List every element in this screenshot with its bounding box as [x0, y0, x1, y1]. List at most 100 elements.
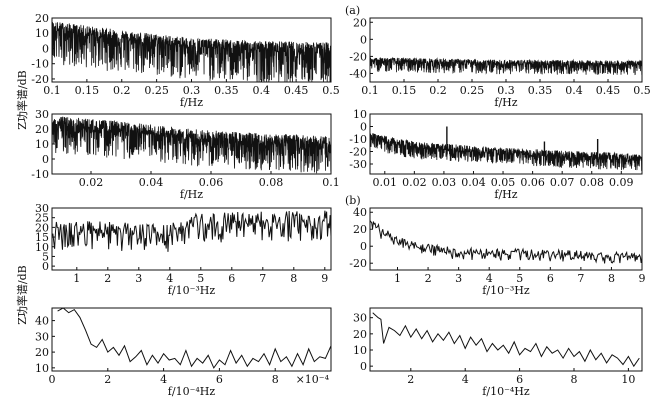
- x-tick-label-a2-2: 0.2: [429, 84, 447, 97]
- x-tick-label-a2-6: 0.4: [565, 84, 583, 97]
- x-tick-label-b4-0: 2: [407, 373, 414, 386]
- x-tick-label-b2-5: 6: [547, 272, 554, 285]
- x-tick-label-a4-0: 0.01: [373, 176, 398, 189]
- x-tick-label-a4-8: 0.09: [609, 176, 634, 189]
- panel-label-a: (a): [345, 4, 360, 17]
- x-tick-label-b1-2: 3: [135, 272, 142, 285]
- plot-frame-a4: [369, 113, 643, 175]
- x-tick-label-b1-1: 2: [104, 272, 111, 285]
- x-tick-label-a2-5: 0.35: [528, 84, 553, 97]
- x-tick-label-a2-8: 0.5: [633, 84, 651, 97]
- y-tick-label-a4-4: 10: [353, 108, 367, 121]
- x-tick-label-a2-3: 0.25: [460, 84, 485, 97]
- x-tick-label-b3-1: 2: [104, 373, 111, 386]
- x-axis-label-a2: f/Hz: [494, 96, 517, 109]
- chart-b3: 0 2 4 6 8 10 20 30 40 ×10⁻⁴ f/10⁻⁴Hz: [35, 307, 332, 398]
- x-tick-label-b1-5: 6: [228, 272, 235, 285]
- y-tick-label-b1-4: 20: [35, 221, 49, 234]
- x-tick-label-a4-7: 0.08: [579, 176, 604, 189]
- x-tick-label-a1-3: 0.25: [144, 84, 169, 97]
- y-tick-label-b3-0: 10: [35, 362, 49, 375]
- x-tick-label-b4-1: 4: [462, 373, 469, 386]
- y-tick-label-b2-1: 0: [360, 240, 367, 253]
- x-axis-label-a3: f/Hz: [180, 188, 203, 201]
- y-tick-label-b1-0: 0: [42, 260, 49, 273]
- y-tick-label-a3-0: -10: [31, 168, 49, 181]
- x-tick-label-a4-6: 0.07: [550, 176, 575, 189]
- x-tick-label-b2-1: 2: [425, 272, 432, 285]
- x-tick-label-b1-7: 8: [290, 272, 297, 285]
- x-tick-label-a4-3: 0.04: [461, 176, 486, 189]
- series-line-a4: [370, 133, 642, 171]
- x-tick-label-a2-1: 0.15: [392, 84, 417, 97]
- x-tick-label-a4-2: 0.03: [432, 176, 457, 189]
- x-tick-label-b2-8: 9: [639, 272, 646, 285]
- x-tick-label-b1-0: 1: [73, 272, 80, 285]
- x-axis-label-a1: f/Hz: [180, 96, 203, 109]
- plot-frame-b1: [51, 207, 332, 271]
- series-line-b3: [57, 308, 331, 369]
- x-tick-label-b4-3: 8: [571, 373, 578, 386]
- y-tick-label-a4-1: -20: [349, 146, 367, 159]
- y-tick-label-b3-1: 20: [35, 346, 49, 359]
- y-tick-label-b1-6: 30: [35, 202, 49, 215]
- x-tick-label-b1-3: 4: [166, 272, 173, 285]
- plot-frame-b4: [369, 307, 643, 372]
- chart-a2: 0.1 0.15 0.2 0.25 0.3 0.35 0.4 0.45 0.5 -40 -20 0 20…: [349, 16, 650, 109]
- x-tick-label-a3-3: 0.08: [259, 176, 284, 189]
- chart-a4: 0.01 0.02 0.03 0.04 0.05 0.06 0.07 0.08 0.09-30-…: [349, 108, 643, 201]
- y-tick-label-a2-3: 20: [353, 16, 367, 29]
- chart-a1: 0.1 0.15 0.2 0.25 0.3 0.35 0.4 0.45 0.5 -20 -10 0 10…: [31, 12, 339, 109]
- x-multiplier-b3: ×10⁻⁴: [296, 373, 330, 386]
- x-tick-label-b2-3: 4: [486, 272, 493, 285]
- y-tick-label-b2-2: 20: [353, 223, 367, 236]
- x-tick-label-a4-5: 0.06: [520, 176, 545, 189]
- y-tick-label-a2-0: -40: [349, 67, 367, 80]
- x-tick-label-b3-3: 6: [216, 373, 223, 386]
- x-tick-label-b3-2: 4: [160, 373, 167, 386]
- x-tick-label-b4-2: 6: [516, 373, 523, 386]
- x-tick-label-a1-5: 0.35: [214, 84, 239, 97]
- series-line-b1: [52, 210, 331, 252]
- x-tick-label-a1-8: 0.5: [322, 84, 340, 97]
- y-tick-label-b3-3: 40: [35, 315, 49, 328]
- plot-frame-b3: [51, 307, 332, 372]
- x-tick-label-b2-6: 7: [577, 272, 584, 285]
- y-tick-label-b4-0: 0: [360, 360, 367, 373]
- y-tick-label-a1-1: -10: [31, 58, 49, 71]
- y-tick-label-b2-3: 40: [353, 206, 367, 219]
- y-tick-label-b1-1: 5: [42, 250, 49, 263]
- x-axis-label-a4: f/Hz: [494, 188, 517, 201]
- y-tick-label-b4-3: 30: [353, 312, 367, 325]
- y-tick-label-a3-3: 20: [35, 123, 49, 136]
- x-tick-label-a3-2: 0.06: [199, 176, 224, 189]
- x-tick-label-b2-2: 3: [455, 272, 462, 285]
- x-tick-label-b1-8: 9: [321, 272, 328, 285]
- series-line-a3: [52, 116, 331, 174]
- x-tick-label-b2-4: 5: [516, 272, 523, 285]
- y-tick-label-b1-2: 10: [35, 241, 49, 254]
- y-tick-label-a3-1: 0: [42, 153, 49, 166]
- y-tick-label-a4-3: 0: [360, 121, 367, 134]
- y-axis-label-top: Z功率谱/dB: [15, 70, 29, 129]
- x-tick-label-a1-0: 0.1: [43, 84, 61, 97]
- x-tick-label-a1-2: 0.2: [113, 84, 131, 97]
- y-tick-label-a1-0: -20: [31, 73, 49, 86]
- x-axis-label-b1: f/10⁻³Hz: [168, 284, 216, 297]
- y-tick-label-a2-2: 0: [360, 33, 367, 46]
- x-tick-label-a1-4: 0.3: [183, 84, 201, 97]
- y-tick-label-a4-0: -30: [349, 158, 367, 171]
- x-tick-label-b1-6: 7: [259, 272, 266, 285]
- y-tick-label-a3-4: 30: [35, 108, 49, 121]
- y-tick-label-a1-3: 10: [35, 27, 49, 40]
- x-tick-label-a1-6: 0.4: [253, 84, 271, 97]
- chart-a3: 0.02 0.04 0.06 0.08 0.1 -10 0 10 20 30 f/Hz: [31, 108, 339, 201]
- plot-frame-a2: [369, 17, 643, 83]
- y-tick-label-b4-1: 10: [353, 344, 367, 357]
- x-tick-label-b2-0: 1: [394, 272, 401, 285]
- y-axis-label-bottom: Z功率谱/dB: [15, 265, 29, 324]
- y-tick-label-b4-2: 20: [353, 328, 367, 341]
- x-tick-label-a2-0: 0.1: [361, 84, 379, 97]
- x-axis-label-b4: f/10⁻⁴Hz: [482, 385, 530, 398]
